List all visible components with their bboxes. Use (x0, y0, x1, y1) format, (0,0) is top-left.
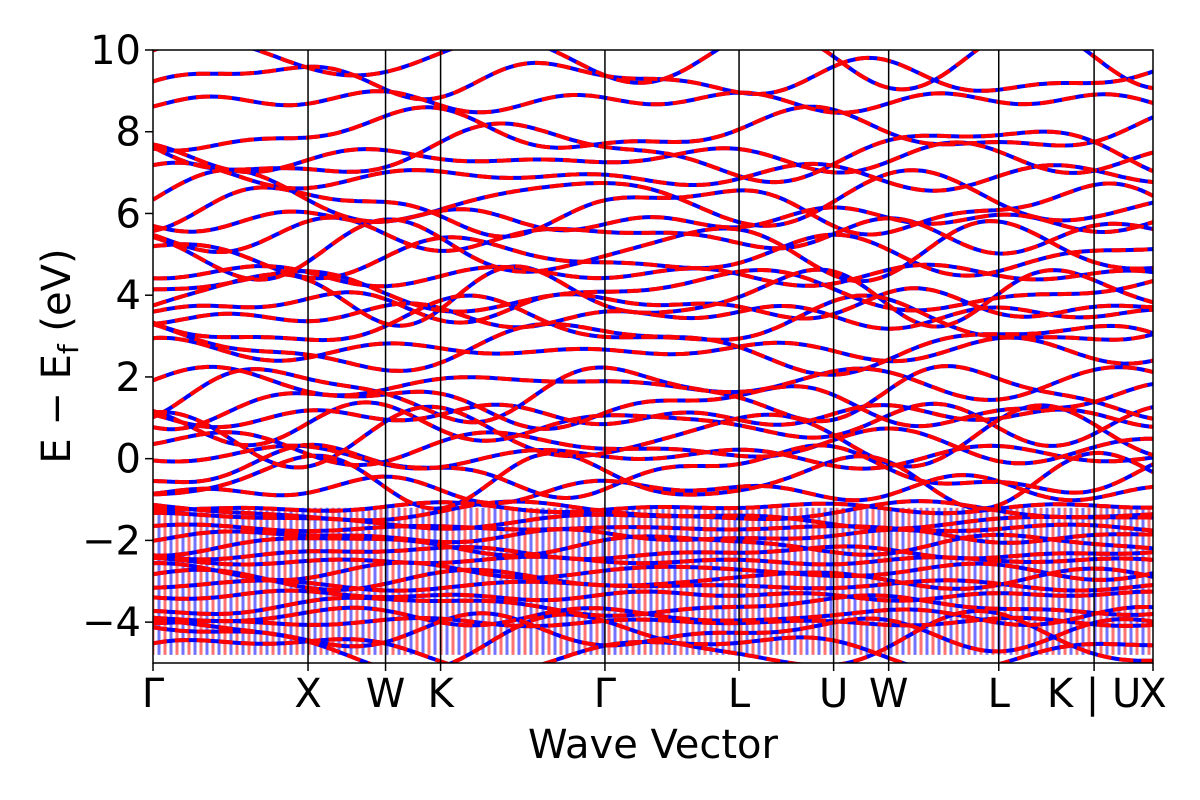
band-line (153, 605, 1153, 628)
band-line (153, 609, 1153, 663)
band-line (153, 450, 1153, 511)
band-line (153, 301, 1153, 331)
band-line (153, 264, 1153, 329)
y-tick-label: 4 (116, 273, 141, 319)
band-line (153, 403, 1153, 470)
y-axis-label-subscript: f (52, 343, 85, 354)
band-line (153, 615, 1153, 629)
y-axis-label-unit: (eV) (34, 248, 80, 344)
y-axis-label: E − Ef (eV) (34, 248, 85, 463)
band-line (153, 566, 1153, 592)
band-line (153, 267, 1153, 314)
band-line (153, 364, 1153, 402)
band-line (153, 382, 1153, 432)
band-line (153, 55, 1153, 102)
y-tick-label: 6 (116, 191, 141, 237)
x-tick-label: L (728, 671, 751, 717)
x-tick-label: W (366, 671, 406, 717)
y-tick-label: 8 (116, 110, 141, 156)
y-tick-label: 10 (90, 28, 141, 74)
x-tick-label: W (869, 671, 909, 717)
band-line (153, 426, 1153, 467)
band-line (153, 527, 1153, 545)
band-line (153, 443, 1153, 471)
x-tick-label: K (427, 671, 455, 717)
band-line (153, 522, 1153, 534)
band-line (153, 473, 1153, 506)
band-line (153, 560, 1153, 582)
band-line (153, 554, 1153, 567)
band-line (153, 104, 1153, 153)
band-line (153, 335, 1153, 366)
band-line (153, 50, 1153, 92)
y-tick-label: 0 (116, 437, 141, 483)
band-line (153, 89, 1153, 115)
band-line (153, 402, 1153, 430)
x-tick-label: Γ (142, 671, 165, 717)
x-tick-label: X (294, 671, 321, 717)
x-axis-label: Wave Vector (528, 722, 779, 768)
band-line (153, 500, 1153, 516)
band-line (153, 160, 1153, 193)
band-line (153, 232, 1153, 281)
kpoint-lines (307, 50, 1095, 663)
band-series-down (153, 50, 1153, 663)
y-tick-label: −2 (82, 518, 141, 564)
band-line (153, 217, 1153, 284)
band-line (153, 532, 1153, 558)
band-line (153, 578, 1153, 593)
band-line (153, 544, 1153, 562)
band-line (153, 442, 1153, 501)
bands-layer (153, 50, 1153, 663)
band-line (153, 205, 1153, 235)
y-tick-label: 2 (116, 355, 141, 401)
band-line (153, 364, 1153, 425)
band-line (153, 181, 1153, 239)
band-line (153, 293, 1153, 343)
band-line (153, 588, 1153, 603)
x-tick-label: Γ (594, 671, 617, 717)
y-axis-ticks: 10 8 6 4 2 0 −2 −4 (82, 28, 153, 646)
band-line (153, 593, 1153, 618)
band-line (153, 167, 1153, 228)
y-tick-label: −4 (82, 600, 141, 646)
band-line (153, 140, 1153, 175)
x-tick-label: U (819, 671, 848, 717)
x-tick-label: L (988, 671, 1011, 717)
x-tick-label: K | U (1047, 671, 1141, 717)
band-line (153, 121, 1153, 185)
band-line (153, 611, 1153, 654)
band-line (153, 215, 1153, 256)
y-axis-label-main: E − E (34, 354, 80, 464)
plot-frame (152, 49, 1154, 664)
x-tick-label: X (1139, 671, 1166, 717)
band-line (153, 286, 1153, 325)
